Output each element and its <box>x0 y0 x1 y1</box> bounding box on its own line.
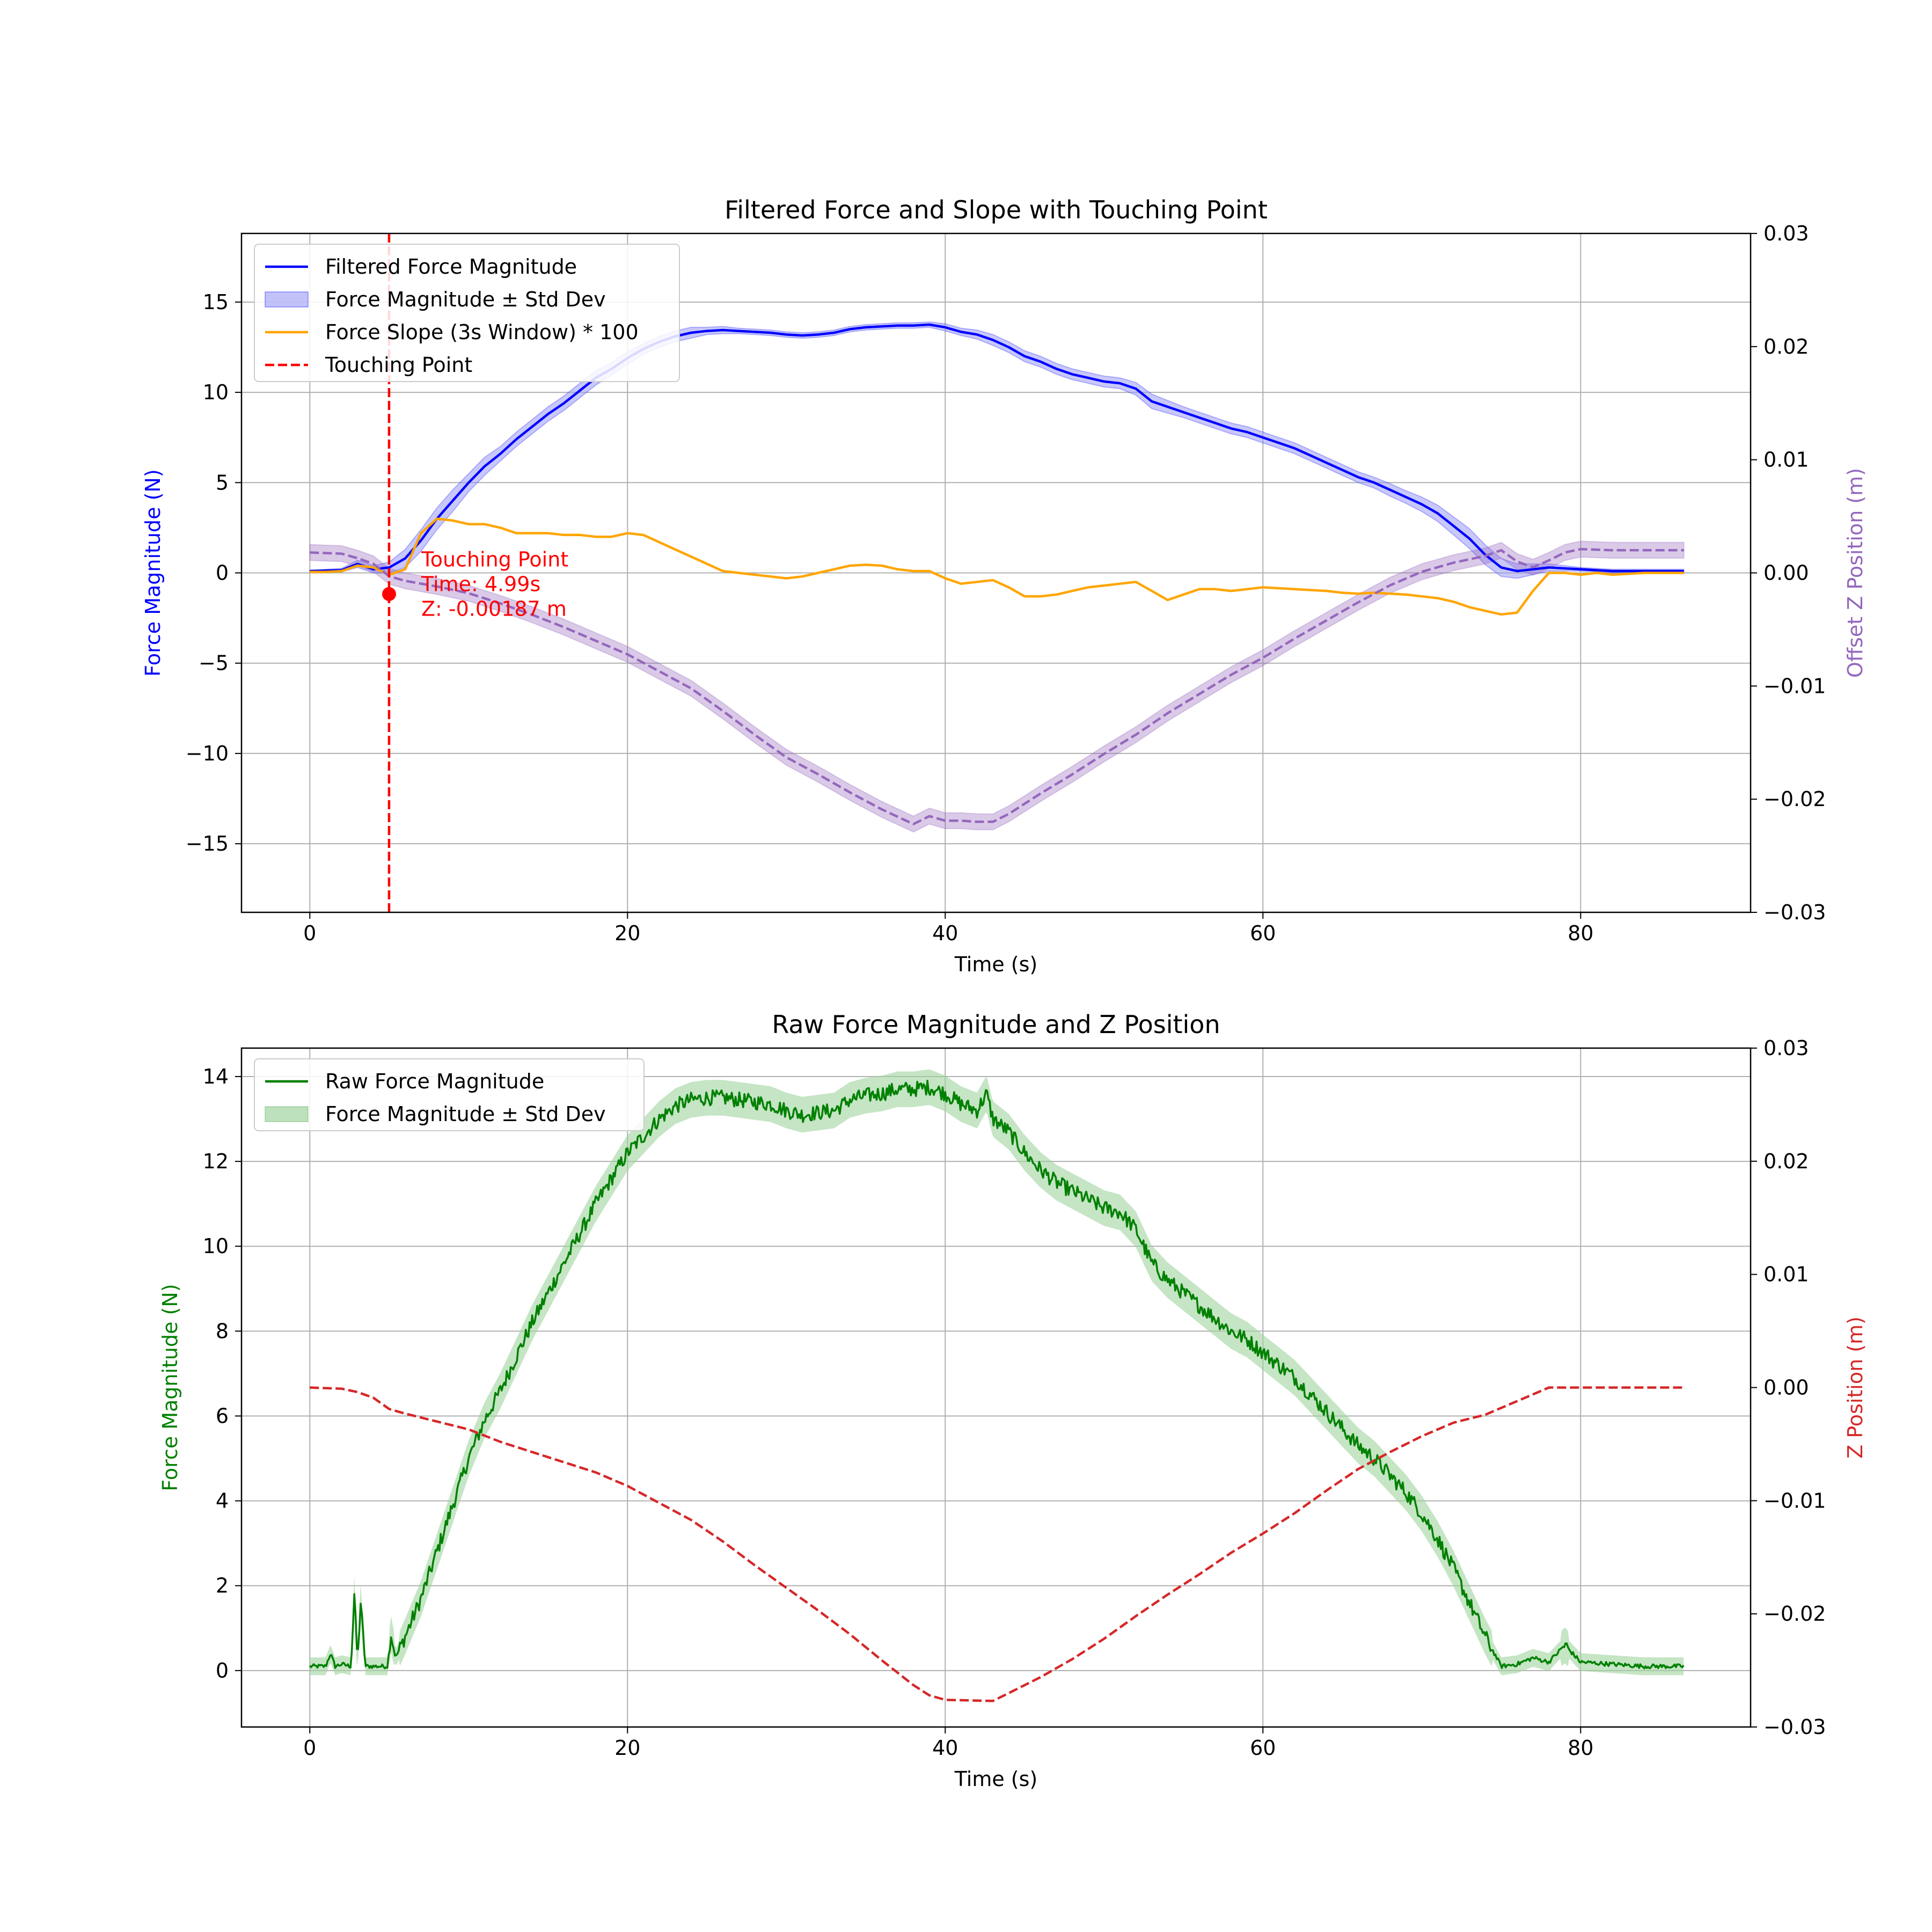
y-tick-label: 2 <box>216 1574 229 1598</box>
y-tick-label: 8 <box>216 1319 229 1343</box>
y2-tick-label: −0.02 <box>1763 787 1826 811</box>
y2-tick-label: 0.00 <box>1763 1376 1809 1400</box>
bottom-chart: 0 20 40 60 80 0 2 4 6 8 10 12 14 −0.03 −0.02 −0.01 0.00 0… <box>158 1010 1867 1791</box>
chart-title: Filtered Force and Slope with Touching P… <box>724 195 1268 224</box>
y-tick-label: 0 <box>216 561 229 585</box>
legend-box <box>254 1058 645 1131</box>
x-axis-label: Time (s) <box>954 1767 1038 1791</box>
y2-tick-label: −0.01 <box>1763 1489 1826 1512</box>
x-tick-label: 0 <box>303 1736 316 1760</box>
y-tick-label: −10 <box>186 742 229 765</box>
y-tick-label: 5 <box>216 471 229 494</box>
x-tick-label: 80 <box>1568 921 1593 945</box>
legend-label: Force Magnitude ± Std Dev <box>325 1102 606 1126</box>
x-tick-label: 60 <box>1250 1736 1276 1760</box>
y2-tick-label: 0.01 <box>1763 1263 1809 1286</box>
y-tick-label: 14 <box>203 1065 229 1088</box>
chart-title: Raw Force Magnitude and Z Position <box>772 1010 1220 1039</box>
y2-tick-label: 0.02 <box>1763 1150 1809 1173</box>
legend-swatch-patch <box>265 1106 309 1122</box>
y-tick-label: −15 <box>186 832 229 855</box>
y-tick-label: 10 <box>203 380 229 404</box>
z-std-band <box>309 540 1685 833</box>
plot-area <box>309 233 1685 912</box>
y-tick-label: 12 <box>203 1150 229 1173</box>
touching-point-marker <box>382 587 396 601</box>
x-tick-label: 60 <box>1250 921 1276 945</box>
x-tick-label: 80 <box>1568 1736 1593 1760</box>
y2-tick-label: 0.03 <box>1763 222 1809 245</box>
x-tick-label: 40 <box>932 921 958 945</box>
plot-area <box>309 1069 1685 1702</box>
y2-tick-label: 0.02 <box>1763 335 1809 358</box>
x-tick-label: 20 <box>614 1736 640 1760</box>
x-tick-label: 40 <box>932 1736 958 1760</box>
legend-label: Raw Force Magnitude <box>325 1070 544 1093</box>
y2-tick-label: 0.01 <box>1763 448 1809 472</box>
x-axis-label: Time (s) <box>954 953 1038 976</box>
annotation-time: Time: 4.99s <box>421 573 540 596</box>
legend: Filtered Force Magnitude Force Magnitude … <box>254 244 680 382</box>
y-tick-label: 6 <box>216 1404 229 1428</box>
y2-tick-label: 0.03 <box>1763 1036 1809 1060</box>
legend-label: Force Slope (3s Window) * 100 <box>325 320 639 344</box>
force-slope-line <box>310 517 1684 616</box>
raw-force-line <box>309 1079 1685 1670</box>
legend-label: Touching Point <box>325 353 472 377</box>
y2-axis-label: Offset Z Position (m) <box>1843 468 1867 678</box>
annotation-z: Z: -0.00187 m <box>421 597 567 621</box>
y-tick-label: 15 <box>203 290 229 314</box>
filtered-force-line <box>310 323 1684 573</box>
legend: Raw Force Magnitude Force Magnitude ± Std… <box>254 1058 645 1131</box>
legend-label: Force Magnitude ± Std Dev <box>325 288 606 311</box>
annotation-label: Touching Point <box>421 548 568 572</box>
y2-tick-label: 0.00 <box>1763 561 1809 585</box>
y-axis-label: Force Magnitude (N) <box>141 469 165 676</box>
y-tick-label: −5 <box>199 652 229 675</box>
legend-label: Filtered Force Magnitude <box>325 255 577 279</box>
legend-box <box>254 244 680 382</box>
y2-tick-label: −0.02 <box>1763 1602 1826 1626</box>
y2-axis-label: Z Position (m) <box>1843 1316 1867 1459</box>
y-axis-label: Force Magnitude (N) <box>158 1284 182 1491</box>
x-tick-label: 0 <box>303 921 316 945</box>
y2-tick-label: −0.03 <box>1763 1715 1826 1739</box>
y-tick-label: 10 <box>203 1234 229 1258</box>
z-position-line <box>310 1386 1684 1702</box>
x-tick-label: 20 <box>614 921 640 945</box>
y2-tick-label: −0.03 <box>1763 901 1826 924</box>
legend-swatch-patch <box>265 291 309 308</box>
y-tick-label: 0 <box>216 1659 229 1682</box>
y2-tick-label: −0.01 <box>1763 674 1826 698</box>
y-tick-label: 4 <box>216 1489 229 1513</box>
